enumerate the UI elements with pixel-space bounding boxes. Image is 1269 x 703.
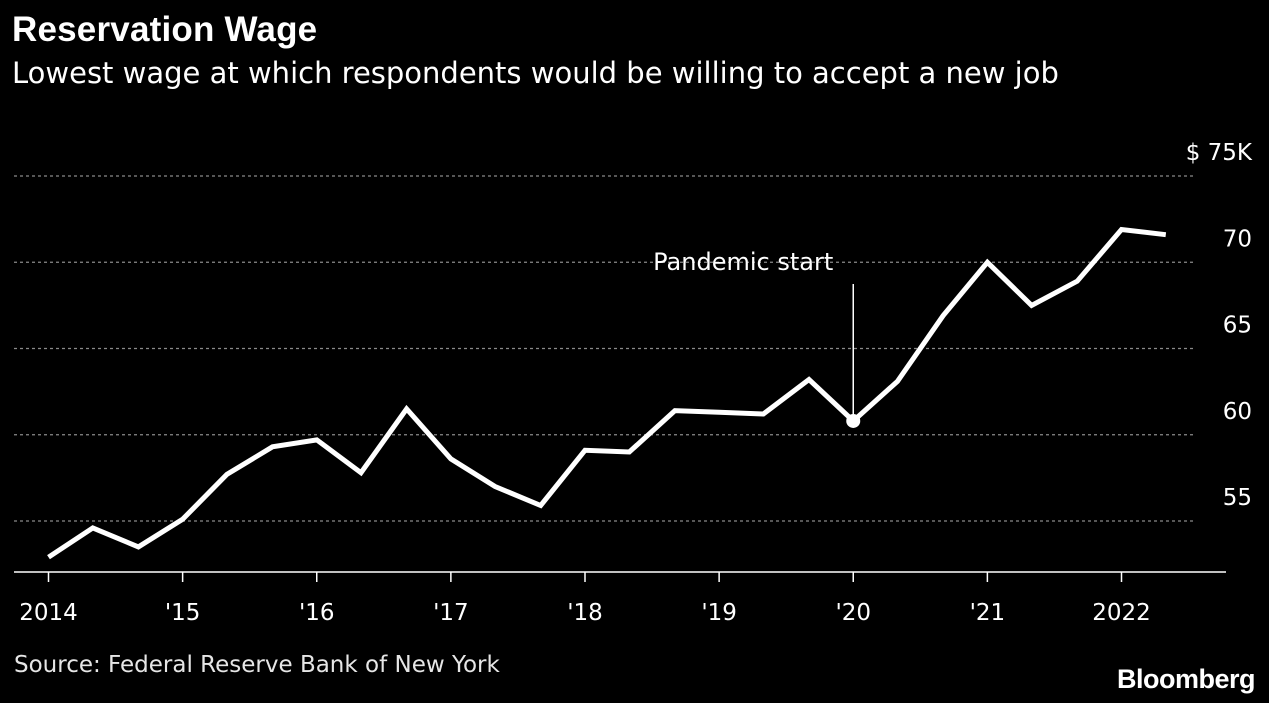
x-tick-label-2017: '17 [433,600,469,626]
series [47,226,1167,560]
x-tick-label-2016: '16 [299,600,335,626]
x-axis-labels: 2014 '15 '16 '17 '18 '19 '20 '21 2022 [19,600,1151,626]
x-tick-label-2014: 2014 [19,600,78,626]
annotations: Pandemic start [653,248,861,428]
x-tick-label-2018: '18 [567,600,603,626]
annotation-label: Pandemic start [653,248,833,276]
x-tick-label-2021: '21 [970,600,1006,626]
source-note: Source: Federal Reserve Bank of New York [14,652,500,678]
x-tick-label-2022: 2022 [1092,600,1151,626]
bloomberg-logo: Bloomberg [1116,664,1256,694]
y-tick-label-70: 70 [1223,226,1252,252]
y-tick-label-60: 60 [1223,399,1252,425]
y-tick-label-55: 55 [1223,485,1252,511]
y-axis-labels: $ 75K 70 65 60 55 [1186,140,1253,511]
x-axis [14,571,1226,582]
y-tick-label-75: $ 75K [1186,140,1253,166]
annotation-marker [846,413,861,428]
series-line-0 [47,226,1167,560]
chart-subtitle: Lowest wage at which respondents would b… [12,56,1059,90]
x-tick-label-2020: '20 [835,600,871,626]
y-tick-label-65: 65 [1223,313,1252,339]
x-tick-label-2015: '15 [165,600,201,626]
chart-title: Reservation Wage [12,10,318,49]
x-tick-label-2019: '19 [701,600,737,626]
gridlines [14,175,1194,522]
